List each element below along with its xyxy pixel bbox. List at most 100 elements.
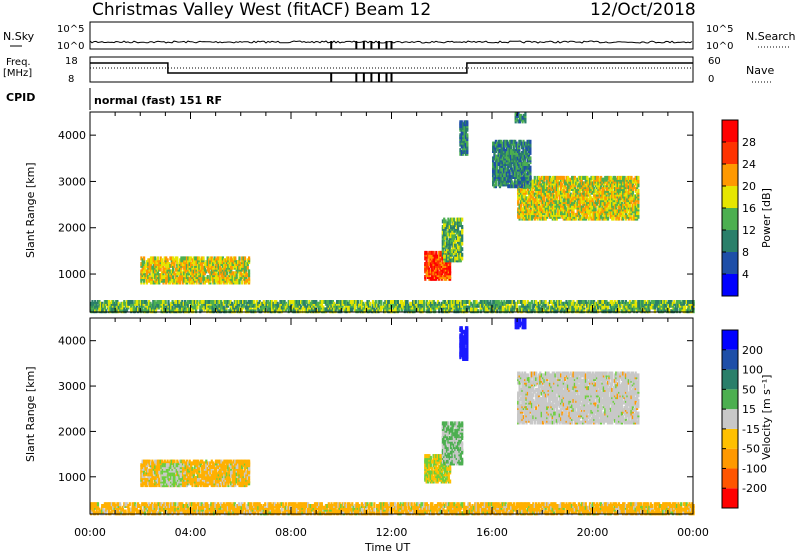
data-cell xyxy=(195,300,198,304)
data-cell xyxy=(279,303,282,308)
data-cell xyxy=(532,214,535,219)
data-cell xyxy=(159,267,162,272)
data-cell xyxy=(282,300,285,304)
data-cell xyxy=(517,196,520,201)
data-cell xyxy=(455,236,458,241)
data-cell xyxy=(492,176,495,181)
data-cell xyxy=(431,260,434,265)
data-cell xyxy=(540,175,543,180)
data-cell xyxy=(546,187,549,191)
data-cell xyxy=(450,239,453,244)
data-cell xyxy=(203,276,206,281)
data-cell xyxy=(243,303,246,308)
data-cell xyxy=(565,187,568,191)
data-cell xyxy=(231,305,234,310)
data-cell xyxy=(523,167,526,172)
data-cell xyxy=(431,265,434,270)
data-cell xyxy=(178,278,182,283)
data-cell xyxy=(224,258,227,263)
data-cell xyxy=(448,237,451,242)
data-cell xyxy=(443,269,446,274)
data-cell xyxy=(294,300,297,304)
data-cell xyxy=(627,212,630,217)
data-cell xyxy=(512,165,515,170)
data-cell xyxy=(598,207,601,212)
data-cell xyxy=(526,143,529,148)
data-cell xyxy=(431,250,434,255)
data-cell xyxy=(216,260,219,265)
data-cell xyxy=(192,275,195,279)
data-cell xyxy=(200,300,203,304)
data-cell xyxy=(497,182,500,187)
data-cell xyxy=(449,269,452,274)
data-cell xyxy=(374,300,377,304)
data-cell xyxy=(180,262,183,266)
data-cell xyxy=(568,203,571,208)
data-cell xyxy=(623,214,626,219)
data-cell xyxy=(518,203,521,208)
data-cell xyxy=(170,278,173,283)
data-cell xyxy=(438,271,441,276)
data-cell xyxy=(493,171,496,176)
data-cell xyxy=(433,254,436,259)
data-cell xyxy=(591,201,594,206)
data-cell xyxy=(301,307,304,312)
data-cell xyxy=(280,309,283,314)
data-cell xyxy=(594,175,597,180)
data-cell xyxy=(140,256,143,261)
data-cell xyxy=(525,145,528,150)
data-cell xyxy=(511,139,514,144)
data-cell xyxy=(571,194,574,199)
data-cell xyxy=(237,278,240,283)
data-cell xyxy=(178,300,181,304)
data-cell xyxy=(526,165,529,170)
data-cell xyxy=(225,267,229,272)
data-cell xyxy=(220,260,223,265)
data-cell xyxy=(449,275,452,279)
data-cell xyxy=(291,300,294,304)
data-cell xyxy=(152,275,155,279)
data-cell xyxy=(634,201,637,206)
data-cell xyxy=(273,300,276,304)
data-cell xyxy=(406,300,409,304)
data-cell xyxy=(558,200,561,204)
data-cell xyxy=(279,300,282,304)
data-cell xyxy=(510,175,513,179)
data-cell xyxy=(504,143,507,148)
data-cell xyxy=(636,203,639,208)
data-cell xyxy=(98,307,101,312)
data-cell xyxy=(176,267,179,272)
data-cell xyxy=(568,198,571,203)
data-cell xyxy=(224,276,227,281)
data-cell xyxy=(554,175,557,180)
data-cell xyxy=(619,196,622,201)
data-cell xyxy=(201,267,204,272)
data-cell xyxy=(535,198,538,203)
data-cell xyxy=(248,300,252,304)
data-cell xyxy=(159,273,162,278)
data-cell xyxy=(616,175,619,180)
data-cell xyxy=(454,228,457,233)
data-cell xyxy=(611,211,614,216)
data-cell xyxy=(505,154,508,159)
data-cell xyxy=(272,301,275,306)
data-cell xyxy=(569,203,572,208)
data-cell xyxy=(508,173,511,178)
data-cell xyxy=(459,239,462,244)
data-cell xyxy=(606,181,610,186)
data-cell xyxy=(206,260,209,265)
data-cell xyxy=(208,258,211,263)
data-cell xyxy=(173,278,176,283)
data-cell xyxy=(537,190,541,195)
data-cell xyxy=(302,300,305,304)
data-cell xyxy=(243,260,247,265)
data-cell xyxy=(519,180,522,185)
data-cell xyxy=(579,175,582,180)
data-cell xyxy=(461,252,464,257)
data-cell xyxy=(143,256,146,261)
data-cell xyxy=(176,271,179,276)
data-cell xyxy=(219,256,222,261)
noise-trace xyxy=(89,39,693,49)
data-cell xyxy=(441,219,444,224)
